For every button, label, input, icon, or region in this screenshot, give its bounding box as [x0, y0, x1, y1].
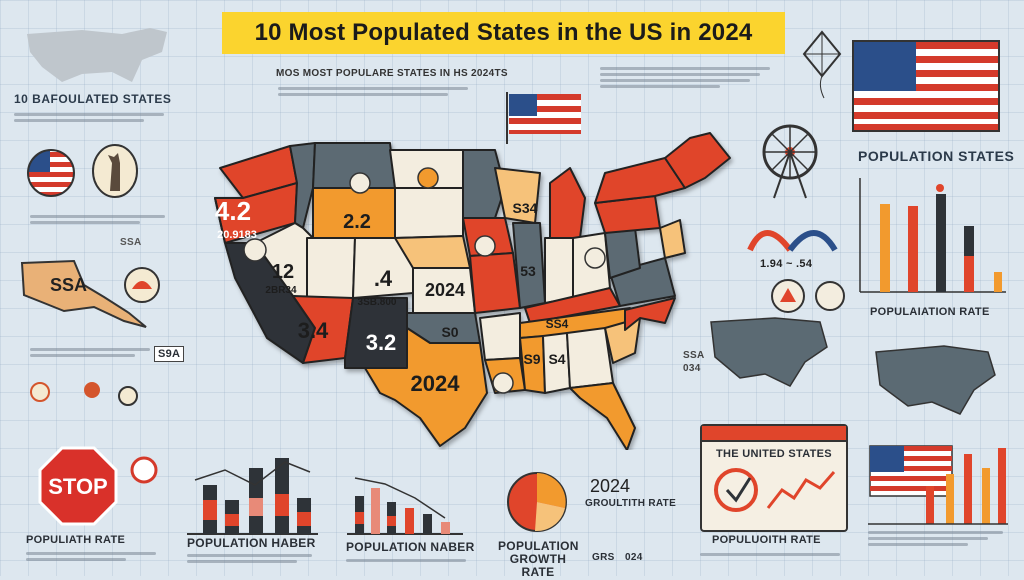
year-label: 2024 [590, 476, 631, 496]
bottom-text-5 [700, 550, 850, 559]
flag-bar-chart [868, 445, 1008, 525]
bottom-caption-2: POPULATION HABER [187, 536, 316, 550]
state-north-carolina [624, 297, 676, 331]
kite-icon [802, 30, 842, 99]
small-us-map-1 [710, 317, 828, 387]
label-arizona: 3.4 [298, 318, 329, 343]
pie-chart-icon [507, 472, 567, 532]
state-south-dakota [394, 187, 464, 239]
num-label: 024 [625, 552, 643, 563]
stop-sign-icon: STOP [38, 446, 118, 526]
bottom-text-2 [187, 551, 317, 566]
calendar-chart [714, 468, 836, 512]
rainbow-icon [747, 230, 838, 252]
map-badge-1 [243, 238, 267, 262]
page-title: 10 Most Populated States in the US in 20… [254, 19, 753, 46]
label-california-sub: 20.9183 [217, 229, 257, 241]
bottom-caption-3: POPULATION NABER [346, 540, 475, 554]
right-heading: POPULATION STATES [858, 148, 1015, 164]
alaska-map: SSA [20, 259, 147, 328]
title-banner: 10 Most Populated States in the US in 20… [222, 12, 785, 54]
bottom-text-1 [26, 549, 166, 564]
state-utah [306, 237, 356, 299]
calendar-header [702, 426, 846, 442]
growth-label: GROULTITH RATE [585, 498, 677, 509]
flag-icon-large [852, 40, 1000, 132]
map-badge-5 [584, 247, 606, 269]
bottom-caption-4-line1: POPULATION [498, 539, 579, 553]
bottom-caption-4: POPULATION GROWTH RATE [498, 539, 579, 580]
us-silhouette-topleft [27, 28, 167, 82]
label-illinois: 53 [520, 263, 536, 279]
state-new-england [664, 132, 731, 189]
state-missouri [469, 252, 521, 314]
label-alabama: S9 [523, 351, 540, 367]
decorative-icons-row [30, 382, 138, 406]
state-texas [364, 327, 488, 447]
label-georgia: S4 [548, 351, 565, 367]
label-texas: 2024 [411, 371, 461, 396]
label-utah: 2.2 [343, 211, 371, 233]
ferris-wheel-icon [762, 124, 818, 199]
state-indiana [544, 237, 574, 304]
grs-label: GRS [592, 552, 615, 563]
bottom-caption-1: POPULIATH RATE [26, 534, 126, 546]
label-colorado-sub: 3SB.800 [358, 297, 397, 308]
small-us-map-2 [875, 345, 996, 415]
left-ssa-caption: SSA [120, 237, 142, 248]
bar-chart-2 [347, 477, 463, 535]
range-label: 1.94 ~ .54 [760, 258, 813, 270]
top-right-text [600, 64, 780, 91]
label-virginia: SS4 [546, 317, 569, 331]
left-text-2 [30, 212, 170, 227]
mid-ssa-label: SSA [683, 350, 705, 361]
label-colorado: .4 [374, 266, 393, 291]
subtitle-lines [278, 84, 478, 99]
left-heading: 10 BAFOULATED STATES [14, 92, 172, 106]
small-map-label: S9A [154, 346, 185, 362]
statue-icon [92, 144, 138, 198]
map-badge-4 [474, 235, 496, 257]
sign-icon [130, 456, 158, 484]
bottom-text-6 [868, 528, 1008, 549]
state-new-york [594, 157, 686, 204]
state-arizona [292, 295, 354, 364]
alaska-label: SSA [50, 275, 87, 295]
bar-chart-1 [187, 458, 318, 535]
stop-label: STOP [48, 474, 108, 499]
left-description [14, 110, 174, 125]
state-west-virginia [604, 227, 641, 279]
label-nevada: 12 [272, 261, 294, 283]
right-pop-rate: POPULAIATION RATE [870, 306, 990, 318]
state-minnesota [462, 149, 506, 219]
state-michigan [549, 167, 586, 239]
subtitle-top: MOS MOST POPULARE STATES IN HS 2024TS [276, 68, 508, 79]
bar-chart-right [859, 178, 1006, 293]
label-nevada-sub: 2BR34 [265, 285, 297, 296]
left-text-3 [30, 345, 170, 360]
circle-badges-icon [771, 279, 845, 313]
united-states-label: THE UNITED STATES [716, 448, 832, 460]
bottom-text-3 [346, 556, 471, 565]
us-map: 4.2 20.9183 3.2 12 2BR34 3.4 2.2 .4 3SB.… [214, 132, 731, 450]
label-oklahoma: S0 [441, 324, 458, 340]
label-california: 4.2 [215, 196, 251, 226]
flag-icon-center [506, 92, 581, 144]
map-badge-6 [492, 372, 514, 394]
state-arkansas [479, 312, 521, 361]
map-badge-3 [417, 167, 439, 189]
label-new-mexico: 3.2 [366, 330, 397, 355]
populuth-label: POPULUOITH RATE [712, 534, 821, 546]
label-michigan: S34 [513, 200, 538, 216]
flag-circle-icon [27, 149, 75, 197]
calendar-card: THE UNITED STATES [700, 424, 848, 532]
mid-ssa2-label: 034 [683, 363, 701, 374]
hawaii-badge-icon [124, 267, 160, 303]
map-badge-2 [349, 172, 371, 194]
state-florida [569, 382, 636, 450]
state-new-jersey [659, 219, 686, 259]
label-kansas: 2024 [425, 280, 465, 300]
